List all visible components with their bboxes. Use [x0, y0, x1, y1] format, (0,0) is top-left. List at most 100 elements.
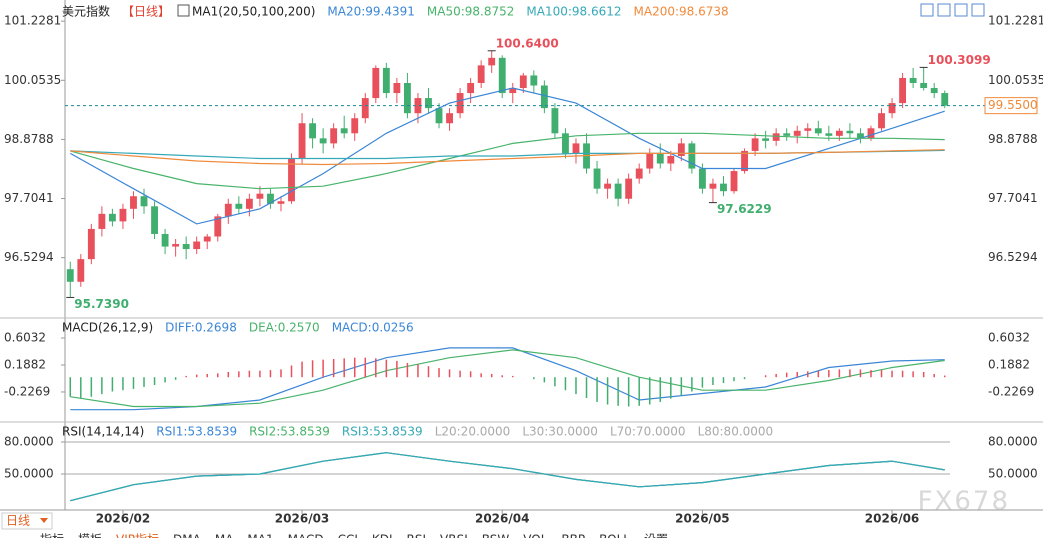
legend-text: L30:30.0000 [522, 425, 598, 439]
legend-text: 美元指数 [62, 4, 110, 19]
candle-body [330, 128, 338, 144]
candle-body [193, 241, 201, 250]
line [70, 452, 945, 502]
toolbar-tab[interactable]: DMA [173, 533, 202, 538]
candle-body [477, 65, 485, 83]
toolbar-tab[interactable]: VOL [523, 533, 547, 538]
candle-body [941, 93, 949, 106]
toolbar-tab[interactable]: MA1 [247, 533, 273, 538]
candle-body [741, 150, 748, 172]
y-tick-label: 98.8788 [988, 132, 1038, 146]
candle-body [814, 128, 822, 134]
line [70, 452, 945, 502]
y-tick-label: -0.2269 [988, 384, 1034, 398]
candle-body [604, 183, 612, 189]
toolbar-tab[interactable]: 模板 [78, 533, 102, 538]
candle-body [256, 193, 264, 199]
toolbar-tab[interactable]: KDJ [372, 533, 393, 538]
candle-body [762, 138, 770, 141]
candle-body [119, 208, 127, 222]
y-tick-label: 100.0535 [988, 73, 1043, 87]
candle-body [235, 203, 243, 209]
icon[interactable] [920, 3, 934, 17]
x-tick-label: 2026/02 [96, 512, 150, 526]
candle-body [403, 82, 411, 114]
y-tick-label: 0.1882 [988, 357, 1030, 371]
candle-body [77, 259, 85, 282]
candle-body [793, 130, 801, 136]
legend-text: MA20:99.4391 [327, 5, 415, 19]
toolbar-tab[interactable]: MACD [288, 533, 324, 538]
candle-body [857, 133, 864, 139]
y-tick-label: 0.1882 [4, 357, 46, 371]
legend-text: MACD(26,12,9) [62, 321, 153, 335]
y-tick-label: 101.2281 [4, 14, 61, 28]
candle-body [151, 206, 158, 234]
candle-body [709, 183, 717, 189]
candle-body [614, 183, 622, 199]
line [70, 87, 945, 225]
annotation-label: 97.6229 [717, 202, 772, 216]
line [70, 452, 945, 502]
candle-body [751, 138, 759, 151]
toolbar-tab[interactable]: CCI [338, 533, 358, 538]
legend-text: MA200:98.6738 [634, 5, 729, 19]
indicator-icon[interactable] [177, 4, 190, 17]
x-tick-label: 2026/05 [675, 512, 729, 526]
icon[interactable] [954, 3, 968, 17]
y-tick-label: 96.5294 [988, 250, 1038, 264]
y-tick-label: 80.0000 [988, 434, 1038, 448]
toolbar-tab[interactable]: BSW [482, 533, 510, 538]
legend-text: MA50:98.8752 [427, 5, 515, 19]
candle-body [688, 143, 696, 169]
candle-body [435, 108, 443, 124]
toolbar-tab[interactable]: VIP指标 [116, 532, 159, 538]
candle-body [140, 196, 148, 207]
candle-body [530, 75, 538, 86]
candle-body [298, 123, 306, 159]
toolbar-tab[interactable]: 指标 [40, 532, 64, 538]
candle-body [930, 88, 938, 94]
toolbar-tab[interactable]: VRSI [440, 533, 468, 538]
candle-body [698, 168, 706, 189]
dropdown-arrow [40, 518, 48, 523]
toolbar-tab[interactable]: BOLL [599, 533, 630, 538]
candle-body [835, 130, 843, 136]
candle-body [214, 216, 222, 237]
candle-body [414, 98, 422, 114]
candle-body [772, 133, 780, 141]
candle-body [98, 213, 106, 229]
candle-body [509, 88, 517, 94]
toolbar-tab[interactable]: BBP [561, 533, 585, 538]
last-price-box [984, 97, 1038, 115]
candle-body [635, 168, 643, 179]
candle-body [572, 143, 580, 154]
icon[interactable] [971, 3, 985, 17]
candle-body [878, 113, 885, 129]
candle-body [130, 196, 137, 209]
toolbar-tab[interactable]: 设置 [644, 533, 668, 538]
period-select[interactable] [1, 512, 53, 530]
y-tick-label: 50.0000 [4, 467, 54, 481]
candle-body [351, 118, 359, 134]
legend-text: MACD:0.0256 [332, 321, 414, 335]
candle-body [267, 193, 274, 204]
y-tick-label: -0.2269 [4, 384, 50, 398]
line [70, 347, 945, 411]
legend-text: MA100:98.6612 [526, 5, 621, 19]
watermark: FX678 [918, 487, 1010, 517]
y-tick-label: 101.2281 [988, 14, 1043, 28]
candle-body [562, 133, 569, 154]
candle-body [425, 98, 432, 109]
toolbar-tab[interactable]: MA [215, 533, 234, 538]
legend-text: L80:80.0000 [698, 425, 774, 439]
annotation-label: 100.3099 [928, 53, 991, 67]
icon[interactable] [937, 3, 951, 17]
toolbar-tab[interactable]: RSI [407, 533, 427, 538]
legend-text: 【日线】 [122, 5, 170, 19]
candle-body [540, 85, 548, 109]
candle-body [319, 138, 327, 144]
last-price-label: 99.5500 [988, 98, 1038, 112]
candle-body [309, 123, 317, 139]
x-tick-label: 2026/03 [275, 512, 329, 526]
